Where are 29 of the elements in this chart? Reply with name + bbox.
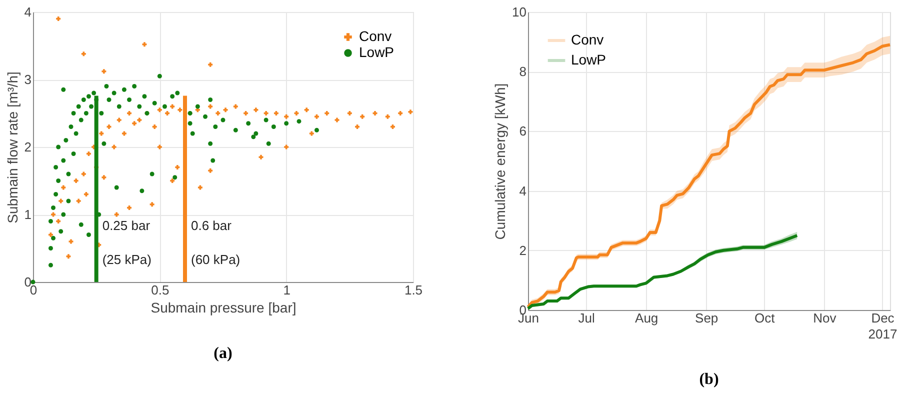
- y-axis-title: Submain flow rate [m³/h]: [4, 72, 20, 224]
- y-tick-label: 1: [24, 207, 32, 222]
- legend-label: LowP: [359, 44, 394, 60]
- legend-label: Conv: [359, 28, 392, 44]
- x-tick-label: Nov: [813, 310, 837, 326]
- text: (b): [699, 371, 719, 388]
- y-tick-label: 3: [24, 72, 32, 87]
- text: (a): [214, 345, 232, 362]
- legend-label: LowP: [571, 52, 606, 68]
- y-tick-label: 4: [24, 4, 32, 20]
- y-tick-label: 2: [519, 242, 526, 258]
- x-tick-label: Dec 2017: [868, 310, 898, 342]
- y-axis-title: Cumulative energy [kWh]: [492, 83, 508, 240]
- legend-label: Conv: [571, 32, 604, 48]
- y-tick-label: 2: [24, 140, 32, 154]
- x-tick-label: Oct: [754, 310, 776, 326]
- x-tick-label: 0.5: [151, 282, 170, 298]
- x-tick-label: Aug: [635, 310, 658, 326]
- text: 0.25 bar (25 kPa): [102, 218, 152, 267]
- x-tick-label: Sep: [695, 310, 718, 326]
- text: 0.6 bar (60 kPa): [191, 218, 240, 267]
- y-tick-label: 8: [519, 64, 526, 80]
- x-tick-label: Jul: [578, 310, 595, 326]
- y-tick-label: 10: [512, 4, 526, 20]
- x-tick-label: 1: [283, 282, 290, 298]
- x-tick-label: 1.5: [404, 282, 423, 298]
- y-tick-label: 6: [519, 124, 526, 139]
- x-axis-title: Submain pressure [bar]: [150, 300, 296, 316]
- y-tick-label: 4: [519, 183, 526, 198]
